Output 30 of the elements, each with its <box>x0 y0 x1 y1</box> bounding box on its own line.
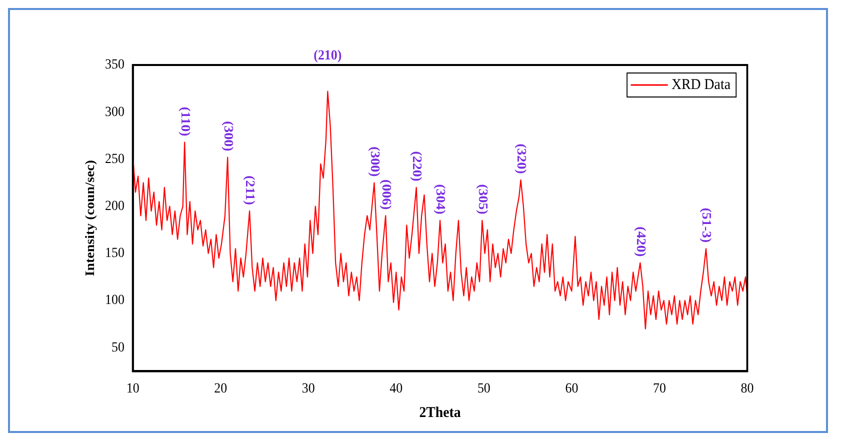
y-tick-label: 250 <box>105 150 125 166</box>
y-tick-label: 50 <box>112 338 125 354</box>
x-tick-label: 10 <box>126 380 140 396</box>
x-tick-label: 60 <box>565 380 578 396</box>
x-tick-label: 30 <box>302 380 316 396</box>
y-tick-label: 350 <box>105 56 125 72</box>
annotation: (211) <box>243 176 258 206</box>
legend-label: XRD Data <box>672 76 732 94</box>
y-axis-title: Intensity (coun/sec) <box>82 160 97 276</box>
annotation: (305) <box>476 184 490 214</box>
annotation: (320) <box>514 144 529 174</box>
annotation: (51-3) <box>700 208 714 243</box>
annotation: (304) <box>434 184 448 214</box>
annotation: (220) <box>410 151 425 182</box>
y-tick-label: 200 <box>105 198 125 214</box>
x-axis-title: 2Theta <box>419 404 461 422</box>
annotation: (006) <box>379 179 394 210</box>
y-tick-label: 100 <box>105 292 125 308</box>
x-tick-label: 20 <box>214 380 228 396</box>
x-tick-label: 50 <box>477 380 491 396</box>
annotation: (420) <box>634 226 648 257</box>
x-tick-label: 40 <box>390 380 403 396</box>
x-tick-label: 80 <box>740 380 754 396</box>
x-tick-label: 70 <box>652 380 666 396</box>
annotation: (210) <box>314 47 342 63</box>
annotation: (300) <box>368 146 382 177</box>
y-tick-label: 150 <box>105 244 125 260</box>
annotation: (300) <box>221 121 236 152</box>
y-tick-label: 300 <box>105 103 125 119</box>
annotation: (110) <box>178 106 193 136</box>
